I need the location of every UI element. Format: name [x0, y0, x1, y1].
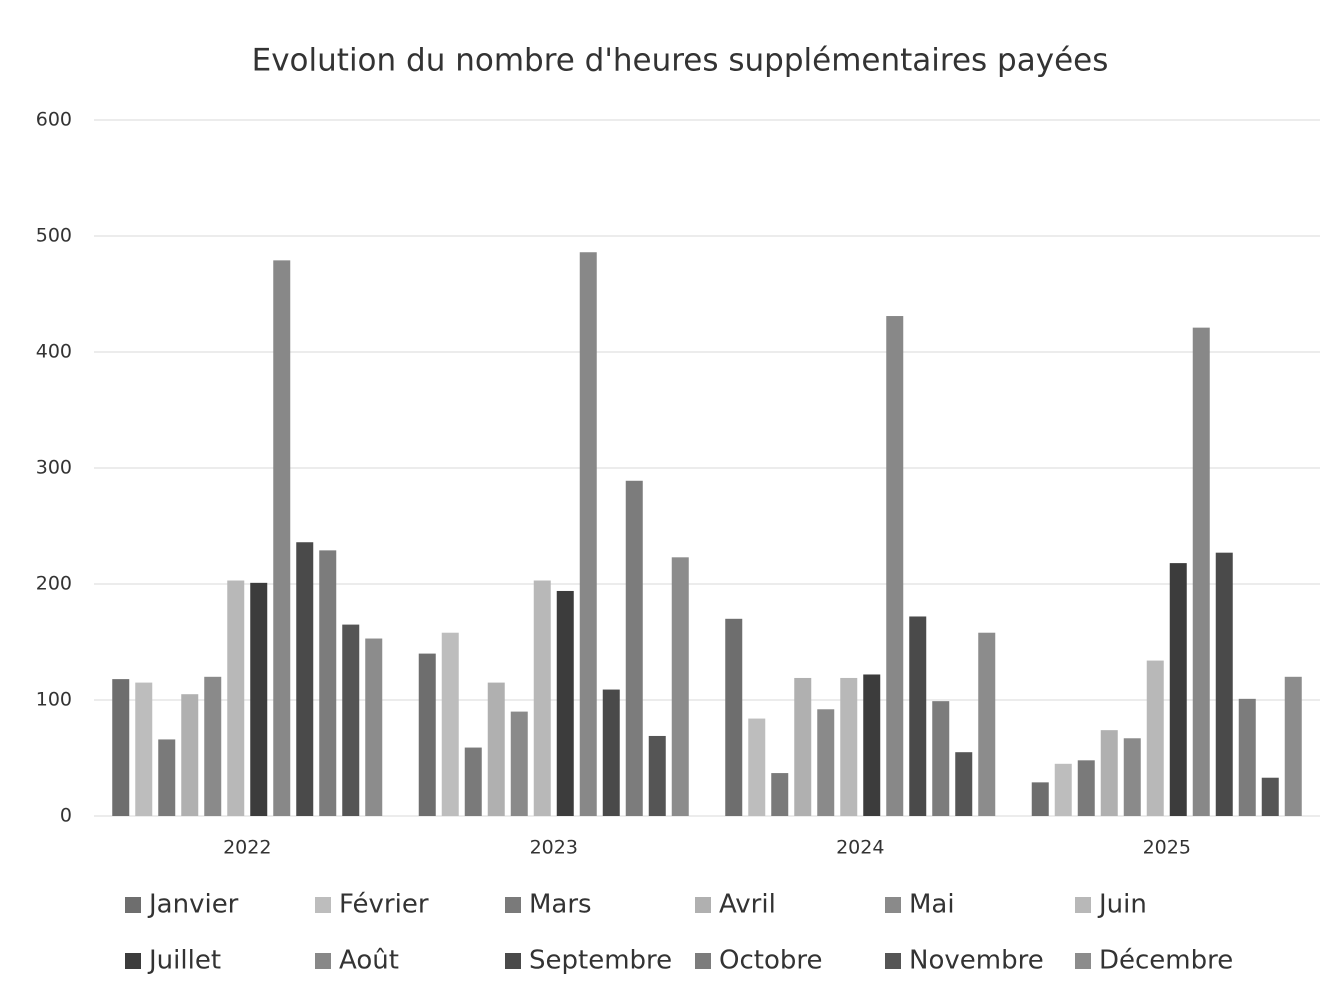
legend-label: Décembre: [1099, 946, 1233, 976]
legend-swatch: [1075, 953, 1091, 969]
legend-swatch: [505, 953, 521, 969]
bar: [1284, 676, 1302, 816]
legend-label: Janvier: [147, 890, 239, 920]
bar: [648, 735, 666, 816]
y-tick-label: 500: [36, 225, 72, 247]
y-tick-label: 100: [36, 689, 72, 711]
bar: [1192, 327, 1210, 816]
bar: [135, 682, 153, 816]
bar: [556, 590, 574, 816]
legend-swatch: [315, 897, 331, 913]
bar: [602, 689, 620, 816]
y-tick-label: 400: [36, 341, 72, 363]
x-tick-label: 2024: [836, 837, 884, 859]
bar: [250, 582, 268, 816]
bar: [441, 632, 459, 816]
bar: [1100, 730, 1118, 816]
bar: [181, 694, 199, 816]
bar: [204, 676, 222, 816]
legend-label: Juillet: [147, 946, 221, 976]
bar: [533, 580, 551, 816]
bar: [418, 653, 436, 816]
legend-swatch: [125, 953, 141, 969]
y-tick-label: 300: [36, 457, 72, 479]
bar: [112, 679, 130, 816]
legend-swatch: [885, 897, 901, 913]
legend-label: Mai: [909, 890, 955, 920]
bar: [365, 638, 383, 816]
chart-title: Evolution du nombre d'heures supplémenta…: [252, 43, 1109, 79]
bar: [1261, 777, 1279, 816]
y-tick-label: 200: [36, 573, 72, 595]
legend-label: Octobre: [719, 946, 822, 976]
bar: [840, 677, 858, 816]
bar: [227, 580, 245, 816]
bar: [296, 542, 314, 816]
legend-label: Août: [339, 946, 399, 976]
legend-label: Juin: [1097, 890, 1147, 920]
bar: [817, 709, 835, 816]
legend-swatch: [695, 897, 711, 913]
y-tick-label: 600: [36, 109, 72, 131]
bar: [794, 677, 812, 816]
bar: [625, 480, 643, 816]
x-tick-label: 2025: [1143, 837, 1191, 859]
bar: [955, 752, 973, 816]
legend-label: Septembre: [529, 946, 672, 976]
bar: [342, 624, 360, 816]
bar: [725, 618, 743, 816]
bar: [1123, 738, 1141, 816]
legend-label: Avril: [719, 890, 776, 920]
bar: [671, 557, 689, 816]
bar: [273, 260, 291, 816]
bar: [748, 718, 766, 816]
bar: [1238, 698, 1256, 816]
bar: [1077, 760, 1095, 816]
bar: [886, 316, 904, 816]
legend-swatch: [695, 953, 711, 969]
bar: [158, 739, 176, 816]
legend-swatch: [315, 953, 331, 969]
bar: [464, 747, 482, 816]
x-tick-label: 2022: [223, 837, 271, 859]
legend-label: Février: [339, 890, 429, 920]
bar: [1054, 763, 1072, 816]
bar: [1031, 782, 1049, 816]
legend-label: Mars: [529, 890, 592, 920]
legend-swatch: [505, 897, 521, 913]
bar: [932, 701, 950, 816]
bar: [1215, 552, 1233, 816]
bar: [1146, 660, 1164, 816]
bar: [579, 252, 597, 817]
legend-swatch: [885, 953, 901, 969]
bar: [510, 711, 528, 816]
legend-label: Novembre: [909, 946, 1044, 976]
bar: [978, 632, 996, 816]
bar: [909, 616, 927, 816]
y-tick-label: 0: [60, 805, 72, 827]
bar: [1169, 563, 1187, 816]
bar: [863, 674, 881, 816]
legend-swatch: [125, 897, 141, 913]
bar: [487, 682, 505, 816]
legend-swatch: [1075, 897, 1091, 913]
bar: [771, 773, 789, 816]
bar: [319, 550, 337, 816]
x-tick-label: 2023: [530, 837, 578, 859]
